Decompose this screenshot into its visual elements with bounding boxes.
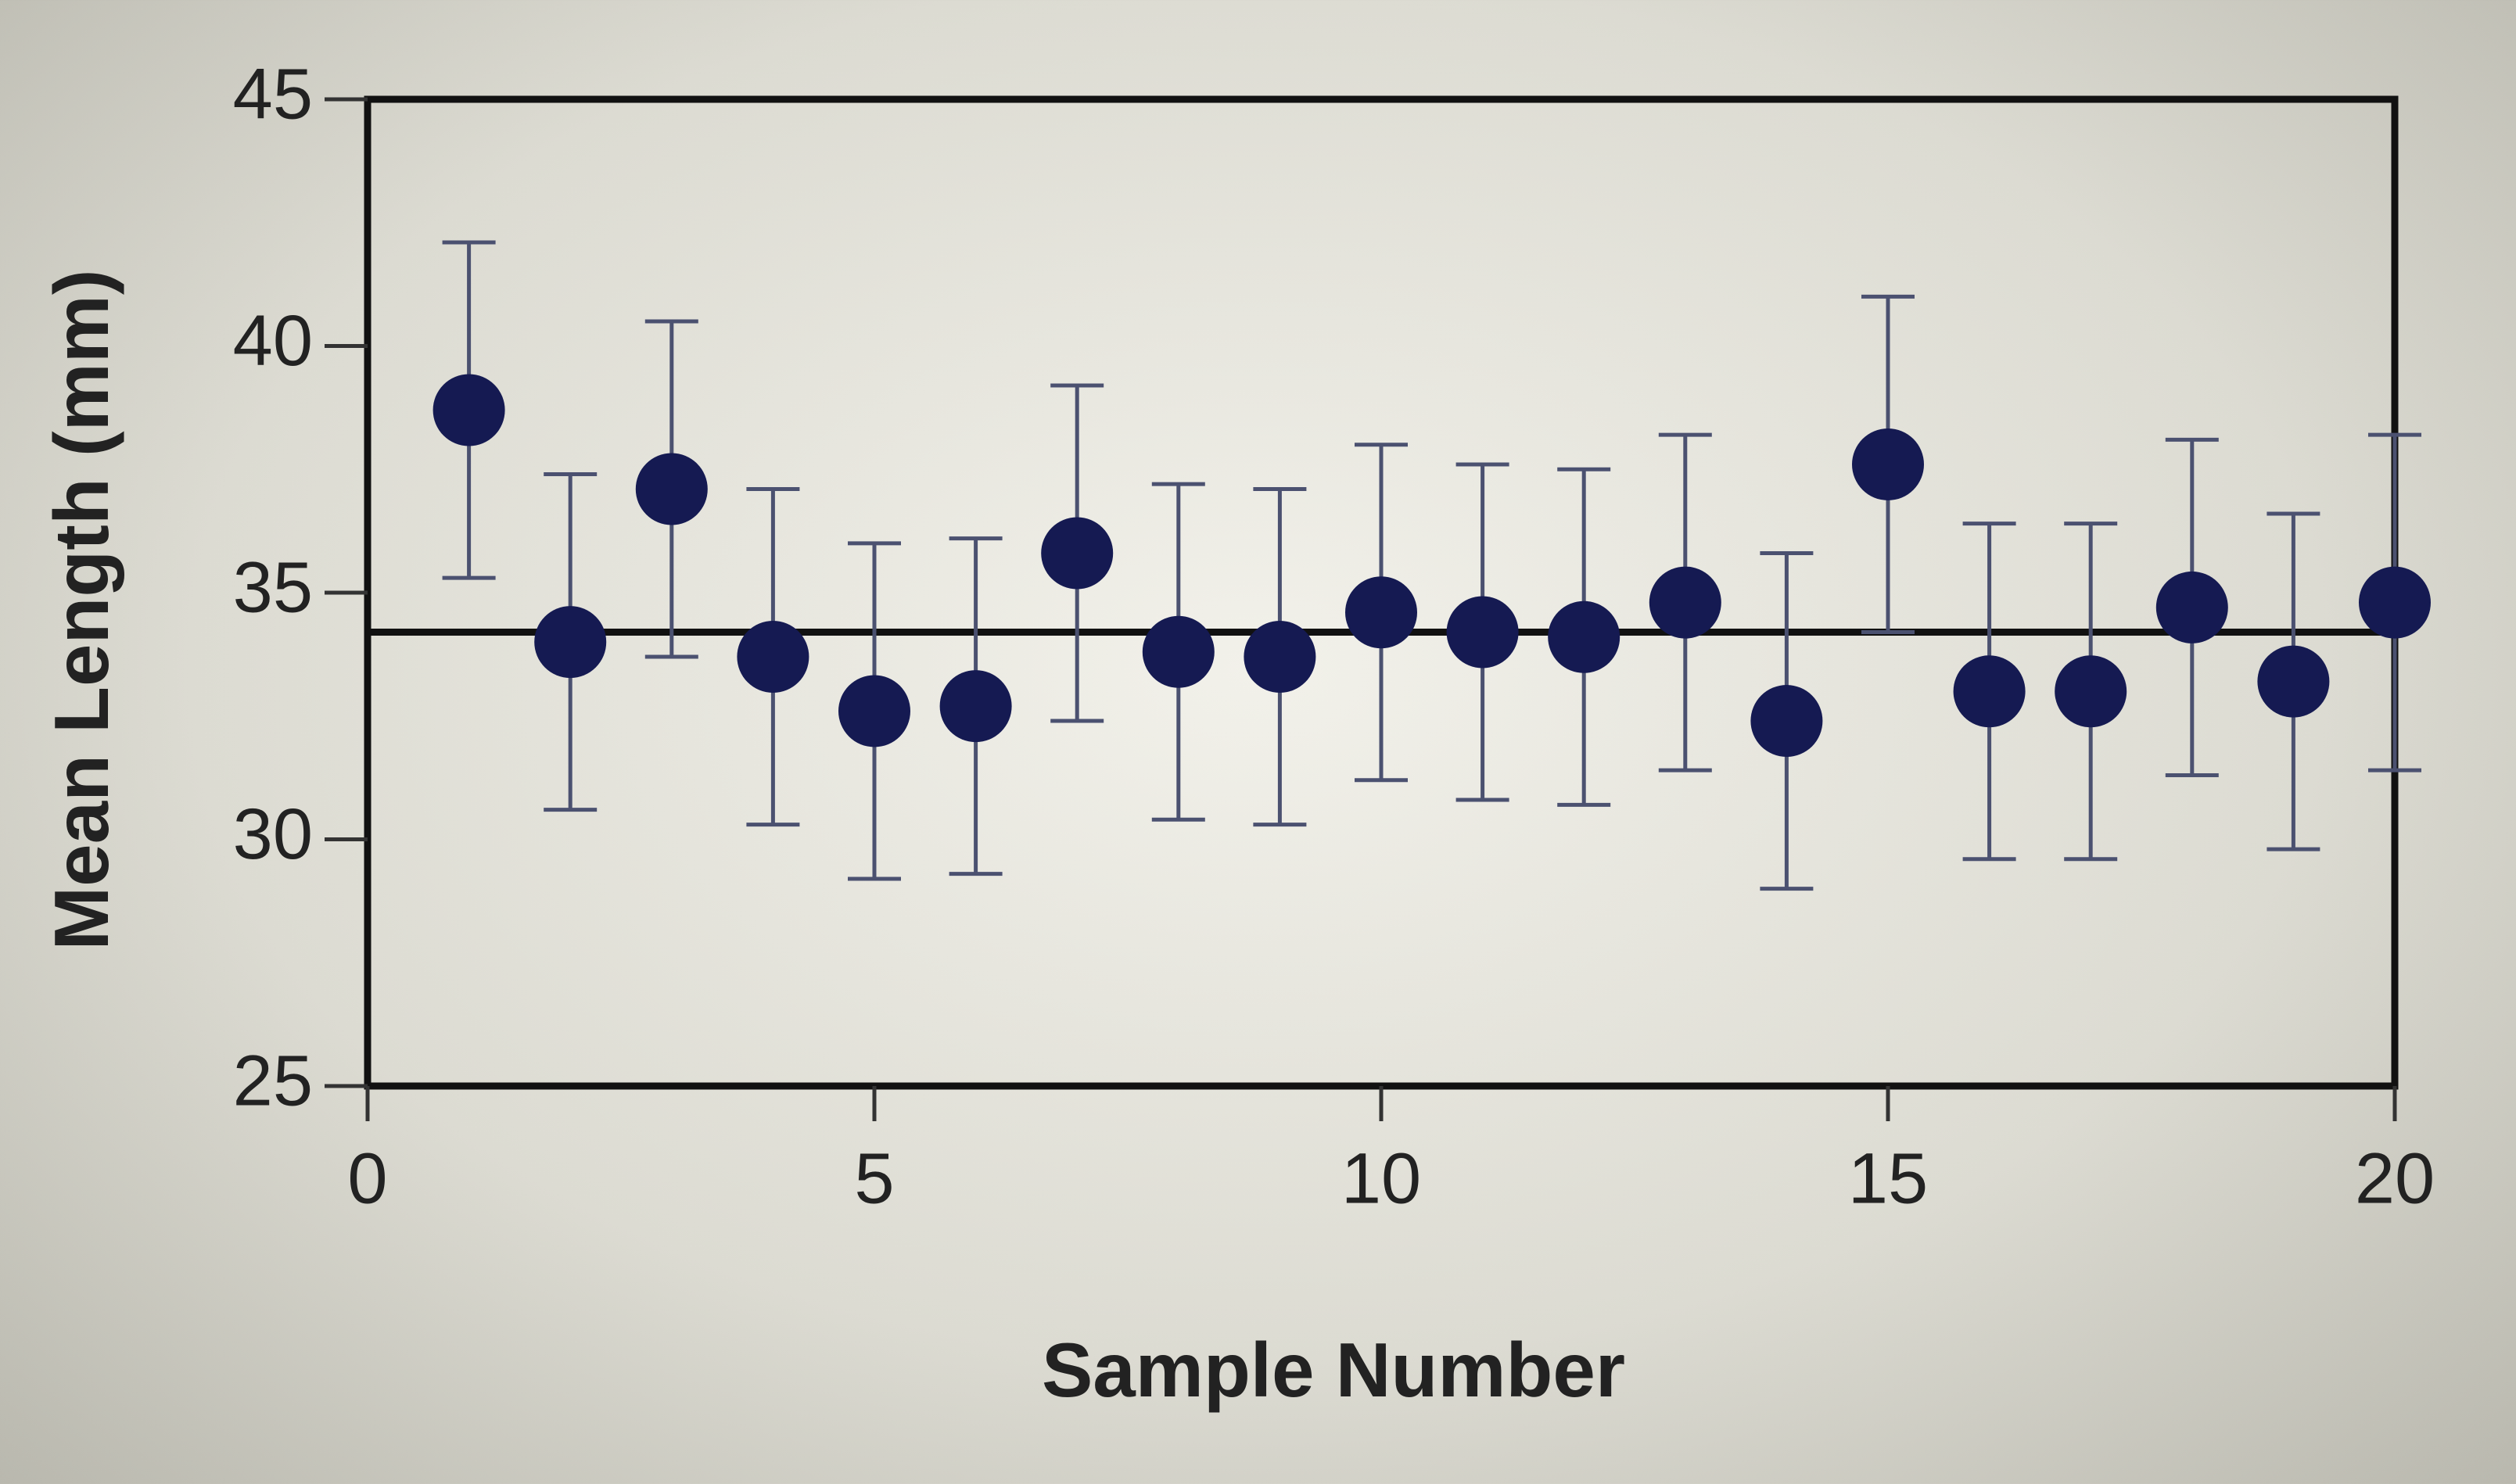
y-tick-label: 35: [233, 547, 313, 627]
point: [1446, 596, 1519, 669]
point: [939, 670, 1012, 743]
point: [2257, 645, 2330, 718]
x-tick-label: 20: [2355, 1138, 2435, 1218]
y-tick-label: 45: [233, 54, 313, 134]
point: [838, 675, 910, 747]
point: [2155, 571, 2228, 643]
point: [635, 453, 708, 525]
point: [1548, 600, 1621, 673]
x-tick-label: 10: [1341, 1138, 1421, 1218]
y-tick-label: 25: [233, 1041, 313, 1120]
y-axis-title: Mean Length (mm): [38, 269, 124, 950]
point: [1750, 685, 1823, 758]
point: [1142, 615, 1215, 688]
x-axis-title: Sample Number: [1042, 1327, 1625, 1413]
point: [1953, 655, 2026, 728]
point: [432, 374, 505, 446]
point: [1345, 576, 1417, 649]
point: [1041, 517, 1114, 590]
x-tick-label: 15: [1848, 1138, 1928, 1218]
point: [1852, 428, 1924, 500]
y-tick-label: 30: [233, 794, 313, 874]
y-tick-label: 40: [233, 301, 313, 381]
x-tick-label: 5: [854, 1138, 894, 1218]
point: [1649, 566, 1721, 639]
x-tick-label: 0: [347, 1138, 387, 1218]
point: [737, 621, 809, 694]
point: [534, 606, 607, 679]
point: [2359, 566, 2431, 639]
point: [2055, 655, 2127, 728]
point: [1244, 621, 1316, 694]
